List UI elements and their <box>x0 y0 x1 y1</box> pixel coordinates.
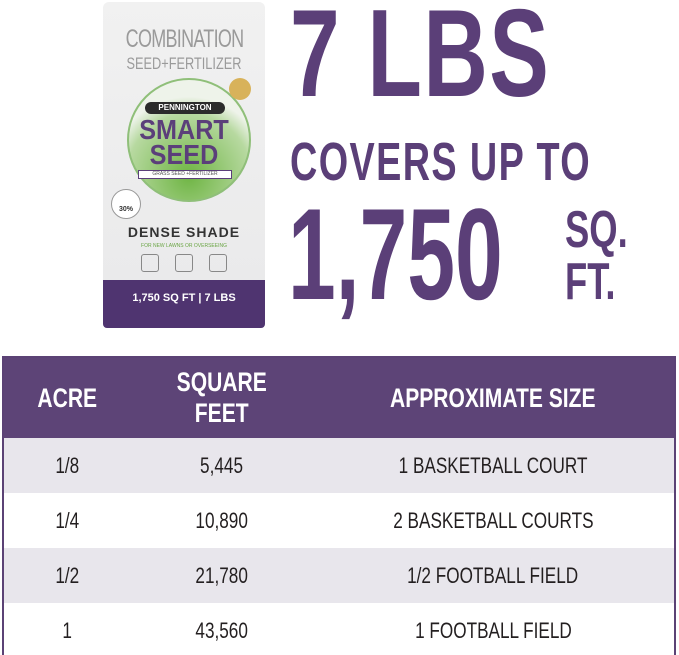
water-savings-badge: 30% <box>111 189 141 219</box>
product-bag-image: COMBINATION SEED+FERTILIZER PENNINGTON S… <box>103 2 265 328</box>
guarantee-seal-icon <box>229 78 251 100</box>
table-header: ACRE SQUARE FEET APPROXIMATE SIZE <box>3 357 675 438</box>
table-row: 1/4 10,890 2 BASKETBALL COURTS <box>3 493 675 548</box>
strong-durable-icon <box>175 254 193 272</box>
grass-circle-graphic <box>127 78 251 202</box>
sun-hours-icon <box>141 254 159 272</box>
grass-days-icon <box>209 254 227 272</box>
cell-sqft: 43,560 <box>195 617 248 643</box>
cell-acre: 1 <box>62 617 73 643</box>
bag-coverage: 1,750 SQ FT | 7 LBS <box>132 292 236 304</box>
cell-size: 1/2 FOOTBALL FIELD <box>312 548 675 603</box>
coverage-table: ACRE SQUARE FEET APPROXIMATE SIZE 1/8 5,… <box>2 356 676 655</box>
cell-sqft: 10,890 <box>195 507 248 533</box>
table-row: 1/8 5,445 1 BASKETBALL COURT <box>3 438 675 493</box>
cell-size: 1 FOOTBALL FIELD <box>414 617 572 643</box>
bag-brand-logo: PENNINGTON <box>145 102 225 114</box>
unit-sq: SQ. <box>565 201 628 259</box>
header-approx-size: APPROXIMATE SIZE <box>312 357 675 438</box>
cell-acre: 1/8 <box>3 438 131 493</box>
bag-seed-fertilizer-text: SEED+FERTILIZER <box>126 54 242 73</box>
bag-product-name: SMART SEED <box>139 114 229 170</box>
area-value: 1,750 <box>288 181 503 327</box>
bag-bottom-band: 1,750 SQ FT | 7 LBS <box>103 280 265 328</box>
header-square-feet: SQUARE FEET <box>130 357 313 438</box>
table-row: 1 43,560 1 FOOTBALL FIELD <box>3 603 675 655</box>
unit-ft: FT. <box>565 253 616 311</box>
cell-sqft: 21,780 <box>130 548 313 603</box>
header-acre: ACRE <box>3 357 131 438</box>
cell-size: 1 BASKETBALL COURT <box>312 438 675 493</box>
bag-feature-icons <box>133 254 235 279</box>
area-unit: SQ. FT. <box>565 204 628 308</box>
bag-tagline: FOR NEW LAWNS OR OVERSEEING <box>141 243 227 249</box>
table-row: 1/2 21,780 1/2 FOOTBALL FIELD <box>3 548 675 603</box>
cell-acre: 1/2 <box>3 548 131 603</box>
bag-variety: DENSE SHADE <box>127 224 241 240</box>
covers-text: COVERS UP TO <box>290 132 592 192</box>
cell-sqft: 5,445 <box>130 438 313 493</box>
weight-headline: 7 LBS <box>290 0 551 123</box>
cell-size: 2 BASKETBALL COURTS <box>392 507 594 533</box>
cell-acre: 1/4 <box>55 507 80 533</box>
bag-combination-text: COMBINATION <box>125 25 244 53</box>
bag-subline: GRASS SEED +FERTILIZER <box>138 170 232 179</box>
